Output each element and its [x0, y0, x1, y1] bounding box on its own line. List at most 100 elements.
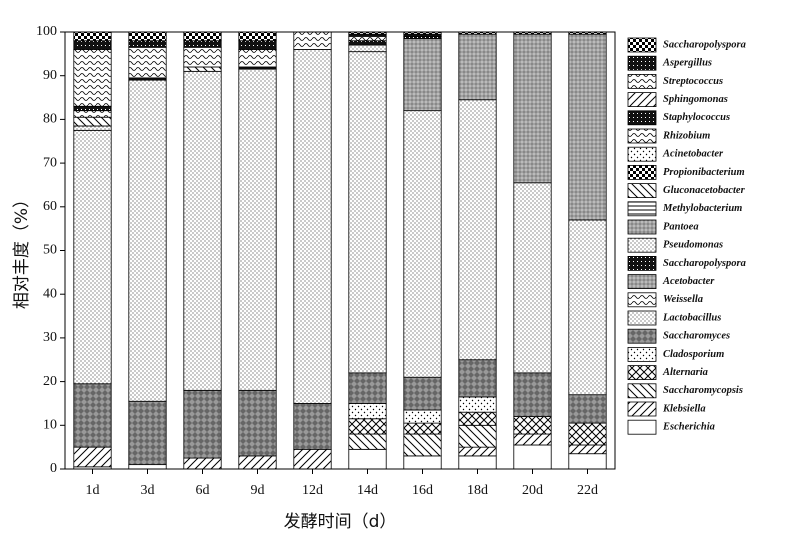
- legend-label: Pantoea: [663, 221, 699, 232]
- y-axis-title: 相对丰度（%）: [12, 191, 32, 309]
- legend-swatch: [627, 37, 657, 53]
- legend-swatch: [627, 55, 657, 71]
- bar-segment: [348, 40, 387, 46]
- bar-segment: [128, 46, 167, 79]
- plot-frame: [64, 31, 616, 470]
- legend-label: Methylobacterium: [662, 203, 742, 214]
- legend-label: Acetobacter: [662, 276, 715, 287]
- bar-segment: [183, 66, 222, 72]
- bar-segment: [73, 40, 112, 50]
- bar-segment: [458, 446, 497, 457]
- legend-swatch: [627, 128, 657, 144]
- x-tick-label: 14d: [357, 483, 378, 498]
- y-tick-label: 50: [43, 243, 57, 258]
- y-tick-label: 40: [43, 286, 57, 301]
- bar-segment: [458, 359, 497, 398]
- bar-segment: [238, 40, 277, 50]
- legend-swatch: [627, 383, 657, 399]
- legend-label: Escherichia: [662, 422, 715, 433]
- bar-segment: [458, 396, 497, 413]
- legend-swatch: [627, 201, 657, 217]
- legend-label: Staphylococcus: [663, 112, 730, 123]
- bar-segment: [183, 70, 222, 391]
- x-tick-label: 16d: [412, 483, 433, 498]
- legend-label: Sphingomonas: [663, 94, 728, 105]
- legend-swatch: [627, 219, 657, 235]
- legend-swatch: [627, 92, 657, 107]
- bar-segment: [348, 372, 387, 404]
- legend-swatch: [627, 110, 657, 126]
- bar-segment: [73, 31, 112, 42]
- legend-swatch: [627, 419, 657, 435]
- legend-label: Rhizobium: [662, 130, 710, 141]
- legend-label: Lactobacillus: [662, 312, 721, 323]
- x-tick-label: 20d: [522, 483, 543, 498]
- bar-segment: [293, 49, 332, 404]
- y-tick-label: 80: [43, 112, 57, 127]
- legend-swatch: [627, 255, 657, 271]
- bar-segment: [513, 433, 552, 446]
- bar-segment: [183, 457, 222, 470]
- legend-swatch: [627, 237, 657, 253]
- y-tick-label: 100: [36, 24, 57, 39]
- legend-swatch: [627, 74, 657, 89]
- bar-segment: [403, 422, 442, 435]
- bar-segment: [238, 68, 277, 391]
- bar-segment: [403, 38, 442, 112]
- y-tick-label: 0: [50, 461, 57, 476]
- bar-segment: [348, 418, 387, 435]
- legend-swatch: [627, 274, 657, 290]
- bar-segment: [513, 372, 552, 417]
- bar-segment: [238, 31, 277, 42]
- x-tick-label: 12d: [302, 483, 323, 498]
- bar-segment: [183, 389, 222, 459]
- bar-segment: [568, 422, 607, 446]
- legend-label: Saccharomycopsis: [663, 385, 743, 396]
- y-tick-label: 30: [43, 330, 57, 345]
- bar-segment: [238, 389, 277, 457]
- bar-segment: [568, 394, 607, 424]
- legend-swatch: [627, 292, 657, 308]
- x-tick-label: 6d: [196, 483, 210, 498]
- bar-segment: [73, 383, 112, 448]
- bar-segment: [403, 376, 442, 411]
- bar-segment: [128, 40, 167, 48]
- y-tick-label: 70: [43, 155, 57, 170]
- legend-swatch: [627, 310, 657, 326]
- legend-label: Acinetobacter: [662, 149, 724, 160]
- bar-segment: [568, 33, 607, 221]
- legend-swatch: [627, 401, 657, 417]
- bar-segment: [73, 125, 112, 131]
- bar-segment: [73, 105, 112, 112]
- bar-segment: [128, 31, 167, 42]
- bar-segment: [183, 40, 222, 48]
- legend-swatch: [627, 328, 657, 344]
- legend-label: Cladosporium: [663, 349, 724, 360]
- bar-segment: [293, 403, 332, 450]
- bar-segment: [403, 409, 442, 424]
- bar-segment: [348, 433, 387, 450]
- bar-segment: [128, 464, 167, 470]
- bar-segment: [458, 455, 497, 470]
- legend-label: Weissella: [663, 294, 703, 305]
- bar-segment: [348, 44, 387, 53]
- bar-segment: [238, 49, 277, 68]
- bar-segment: [458, 99, 497, 361]
- bar-segment: [183, 31, 222, 42]
- bar-segment: [458, 424, 497, 448]
- legend-label: Alternaria: [662, 367, 708, 378]
- bar-segment: [128, 400, 167, 466]
- x-tick-label: 3d: [141, 483, 155, 498]
- bar-segment: [568, 219, 607, 396]
- y-tick-label: 20: [43, 374, 57, 389]
- bar-segment: [73, 116, 112, 127]
- bar-segment: [73, 49, 112, 107]
- legend-swatch: [627, 365, 657, 381]
- x-axis-title: 发酵时间（d）: [284, 512, 397, 532]
- legend-label: Aspergillus: [662, 58, 712, 69]
- legend-label: Saccharomyces: [663, 331, 730, 342]
- legend-label: Saccharopolyspora: [663, 39, 746, 50]
- bar-segment: [293, 31, 332, 50]
- legend-label: Propionibacterium: [663, 167, 745, 178]
